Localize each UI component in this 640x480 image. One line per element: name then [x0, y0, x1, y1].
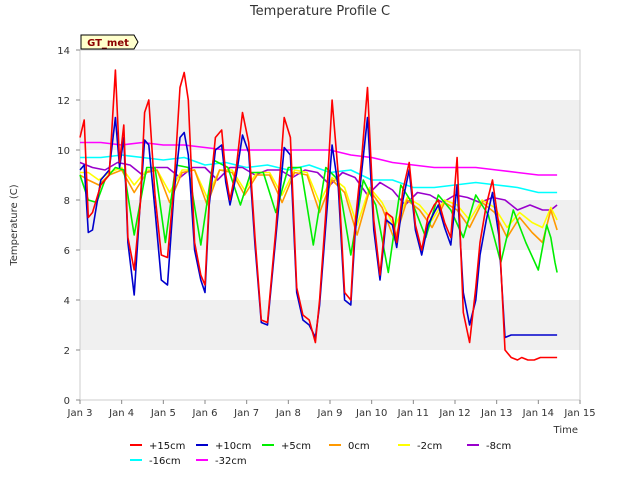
x-tick-label: Jan 7 [233, 408, 259, 419]
grid-band [80, 50, 580, 100]
y-tick-label: 12 [57, 96, 70, 107]
legend-label: 0cm [348, 441, 370, 452]
grid-band [80, 300, 580, 350]
x-tick-label: Jan 10 [355, 408, 387, 419]
y-tick-label: 10 [57, 146, 70, 157]
series-line-15cm [79, 69, 558, 361]
x-tick-label: Jan 14 [522, 408, 554, 419]
y-axis: 0 2 4 6 8 10 12 14 [57, 46, 80, 407]
legend-label: +10cm [215, 441, 251, 452]
chart-title: Temperature Profile C [249, 4, 390, 19]
x-tick-label: Jan 8 [275, 408, 301, 419]
y-tick-label: 0 [64, 396, 70, 407]
x-tick-label: Jan 12 [438, 408, 470, 419]
legend-label: -16cm [149, 456, 181, 467]
x-tick-label: Jan 6 [192, 408, 218, 419]
y-axis-title: Temperature (C) [9, 184, 20, 266]
legend-label: -8cm [486, 441, 511, 452]
grid-band [80, 350, 580, 400]
x-axis: Jan 3 Jan 4 Jan 5 Jan 6 Jan 7 Jan 8 Jan 9 Jan 1… [67, 400, 596, 419]
series-line-5cm [79, 159, 558, 274]
y-tick-label: 8 [64, 196, 70, 207]
x-tick-label: Jan 15 [563, 408, 595, 419]
x-tick-label: Jan 9 [317, 408, 343, 419]
legend-label: +15cm [149, 441, 185, 452]
y-tick-label: 14 [57, 46, 70, 57]
legend-label: +5cm [281, 441, 311, 452]
gt-met-badge: GT_met [80, 34, 139, 50]
x-tick-label: Jan 5 [150, 408, 176, 419]
legend-label: -2cm [417, 441, 442, 452]
series-lines [79, 69, 558, 361]
x-axis-title: Time [553, 425, 578, 436]
y-tick-label: 2 [64, 346, 70, 357]
x-tick-label: Jan 4 [108, 408, 134, 419]
x-tick-label: Jan 13 [480, 408, 512, 419]
y-tick-label: 4 [64, 296, 70, 307]
badge-label: GT_met [87, 38, 129, 49]
grid-band [80, 250, 580, 300]
y-tick-label: 6 [64, 246, 70, 257]
legend: +15cm +10cm +5cm 0cm -2cm -8cm -16cm -32cm [130, 441, 511, 467]
legend-label: -32cm [215, 456, 247, 467]
x-tick-label: Jan 3 [67, 408, 93, 419]
x-tick-label: Jan 11 [397, 408, 429, 419]
